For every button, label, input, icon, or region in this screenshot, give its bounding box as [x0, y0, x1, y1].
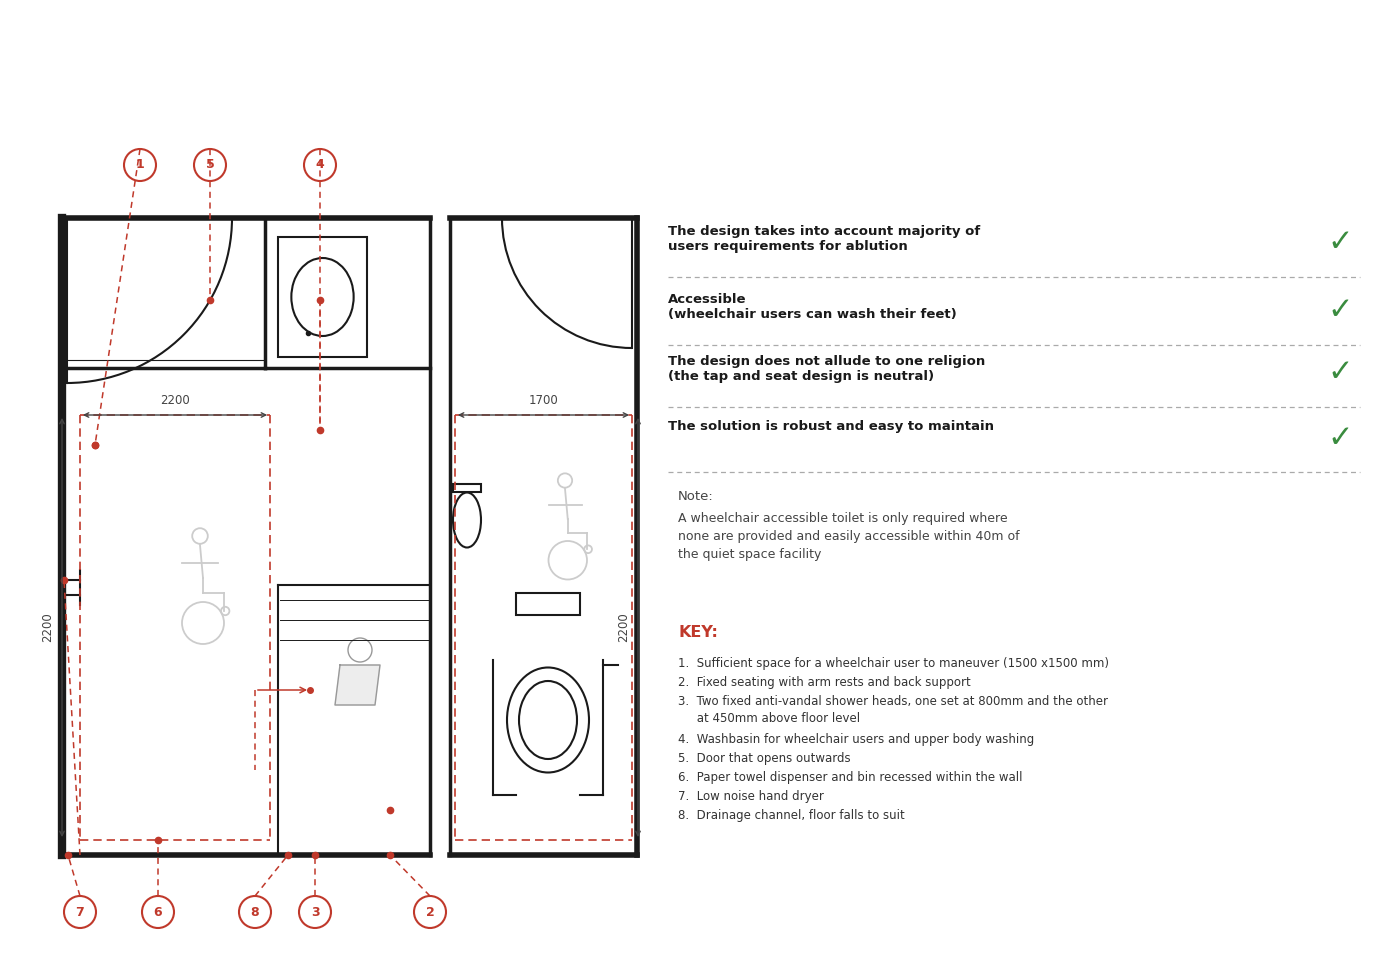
Text: 5.  Door that opens outwards: 5. Door that opens outwards	[678, 752, 850, 765]
Text: 4: 4	[316, 158, 324, 171]
Text: A wheelchair accessible toilet is only required where
none are provided and easi: A wheelchair accessible toilet is only r…	[678, 512, 1020, 561]
Text: 7: 7	[76, 906, 84, 919]
Bar	[453, 484, 482, 492]
Text: 4.  Washbasin for wheelchair users and upper body washing: 4. Washbasin for wheelchair users and up…	[678, 733, 1034, 746]
Text: 2: 2	[425, 906, 435, 919]
Text: 2200: 2200	[41, 612, 54, 642]
Text: ✓: ✓	[1328, 228, 1352, 258]
Text: 7.  Low noise hand dryer: 7. Low noise hand dryer	[678, 790, 824, 803]
Bar	[516, 593, 580, 615]
Text: ✓: ✓	[1328, 359, 1352, 388]
Text: 1.  Sufficient space for a wheelchair user to maneuver (1500 x1500 mm): 1. Sufficient space for a wheelchair use…	[678, 657, 1110, 670]
Text: 8.  Drainage channel, floor falls to suit: 8. Drainage channel, floor falls to suit	[678, 809, 905, 822]
Text: The design takes into account majority of
users requirements for ablution: The design takes into account majority o…	[668, 225, 980, 253]
Text: ✓: ✓	[1328, 296, 1352, 326]
Text: 1700: 1700	[529, 394, 559, 407]
Text: 2.  Fixed seating with arm rests and back support: 2. Fixed seating with arm rests and back…	[678, 676, 970, 689]
Text: 3.  Two fixed anti-vandal shower heads, one set at 800mm and the other
     at 4: 3. Two fixed anti-vandal shower heads, o…	[678, 695, 1108, 725]
Text: 2200: 2200	[617, 612, 631, 642]
Text: 6.  Paper towel dispenser and bin recessed within the wall: 6. Paper towel dispenser and bin recesse…	[678, 771, 1023, 784]
Text: ✓: ✓	[1328, 424, 1352, 453]
Text: The design does not allude to one religion
(the tap and seat design is neutral): The design does not allude to one religi…	[668, 355, 985, 383]
Text: 5: 5	[206, 158, 214, 171]
Text: KEY:: KEY:	[678, 625, 718, 640]
Text: Accessible
(wheelchair users can wash their feet): Accessible (wheelchair users can wash th…	[668, 293, 956, 321]
Text: 6: 6	[153, 906, 163, 919]
Text: The solution is robust and easy to maintain: The solution is robust and easy to maint…	[668, 420, 994, 433]
Text: 8: 8	[251, 906, 259, 919]
Text: 1: 1	[135, 158, 145, 171]
Text: 2200: 2200	[160, 394, 190, 407]
Polygon shape	[335, 665, 380, 705]
Text: Note:: Note:	[678, 490, 713, 503]
Text: 3: 3	[310, 906, 319, 919]
Bar	[277, 237, 367, 357]
